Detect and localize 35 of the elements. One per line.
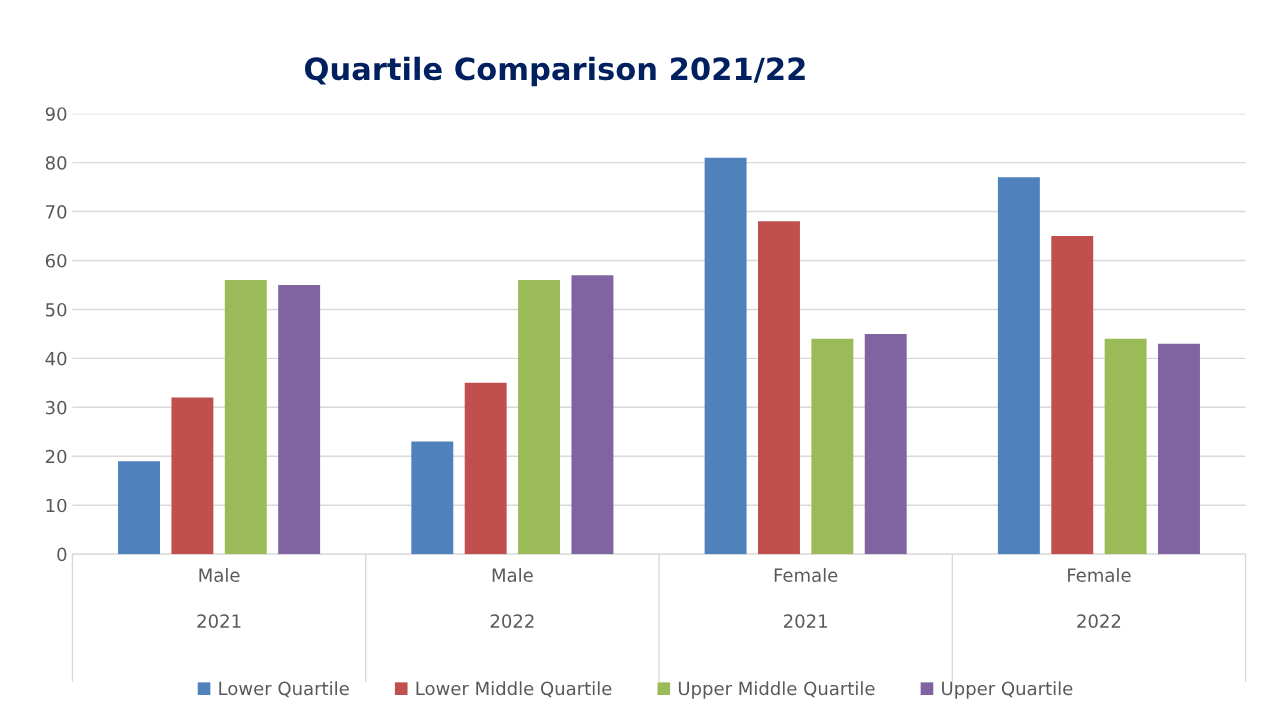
bar xyxy=(278,284,321,555)
bar xyxy=(1158,343,1200,555)
y-tick-label: 50 xyxy=(46,302,67,317)
bar xyxy=(171,397,214,555)
y-tick-label: 80 xyxy=(45,156,67,170)
bar xyxy=(1051,236,1094,555)
category-label: Male 2021 xyxy=(197,568,241,628)
bar xyxy=(1104,338,1147,555)
category-label: Female 2022 xyxy=(1068,568,1131,628)
y-tick-label: 70 xyxy=(46,205,67,219)
bar xyxy=(704,157,747,555)
bar xyxy=(411,441,454,555)
chart-title: Quartile Comparison 2021/22 xyxy=(304,56,805,87)
category-label: Male 2022 xyxy=(490,568,534,628)
legend-label: Lower Middle Quartile xyxy=(416,681,612,698)
bar xyxy=(224,280,267,555)
y-tick-label: 30 xyxy=(45,400,67,415)
bar xyxy=(571,275,614,555)
y-tick-label: 40 xyxy=(45,351,67,366)
y-tick-label: 20 xyxy=(45,449,67,464)
bar xyxy=(758,221,800,555)
bar xyxy=(464,382,507,555)
y-tick-label: 0 xyxy=(57,547,67,562)
bar xyxy=(811,338,854,555)
y-tick-label: 60 xyxy=(45,253,67,268)
bar xyxy=(118,461,160,555)
bar xyxy=(518,280,561,555)
legend-label: Lower Quartile xyxy=(219,681,349,698)
legend-label: Upper Middle Quartile xyxy=(678,681,875,699)
category-label: Female 2021 xyxy=(774,568,838,628)
y-tick-label: 10 xyxy=(46,498,67,513)
bar xyxy=(997,177,1040,555)
y-tick-label: 90 xyxy=(45,107,67,121)
legend-label: Upper Quartile xyxy=(942,681,1073,699)
bar xyxy=(864,333,907,555)
